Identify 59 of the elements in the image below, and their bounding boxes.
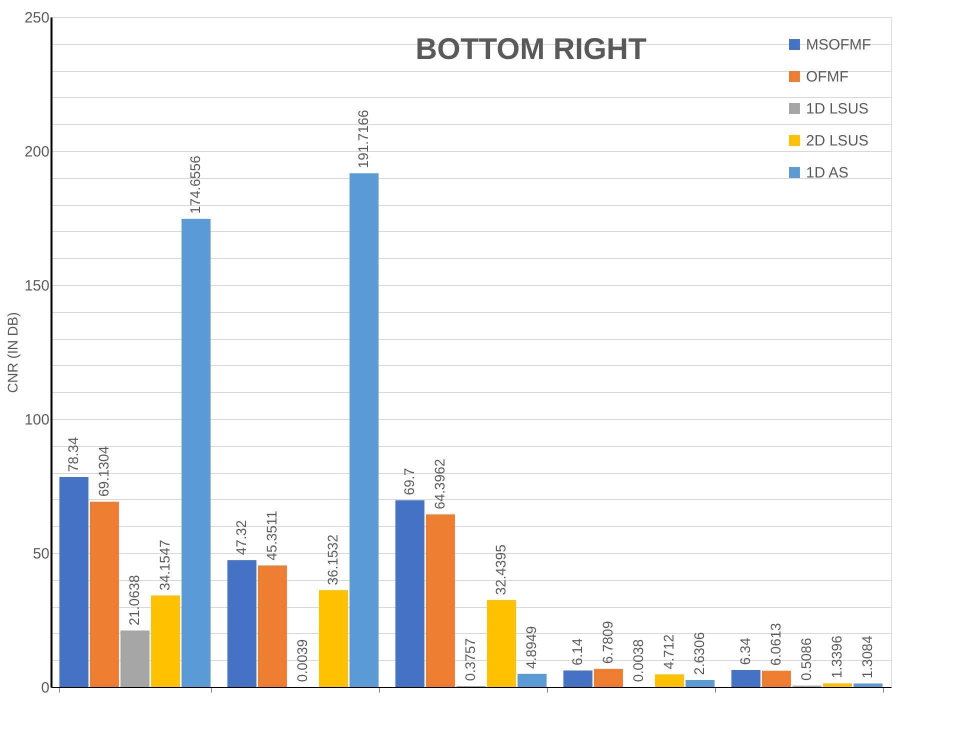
bar [731,670,760,687]
y-tick-label: 200 [24,144,50,160]
legend-label: OFMF [806,68,848,86]
y-tick-label: 0 [41,680,50,696]
data-label: 2.6306 [691,632,708,675]
bar [854,683,883,687]
y-tick-label: 150 [24,278,50,294]
bar [762,670,791,687]
bar [227,560,256,687]
bar [487,600,516,687]
bar [120,630,150,687]
data-label: 4.712 [660,634,677,670]
data-label: 45.3511 [263,510,280,560]
legend-label: MSOFMF [806,36,871,54]
data-label: 69.1304 [95,446,112,497]
data-label: 191.7166 [355,110,372,168]
data-label: 64.3962 [431,458,448,510]
bar [823,683,852,687]
bar [686,680,715,687]
bar [59,477,88,687]
bar [258,565,287,687]
data-label: 0.3757 [462,638,478,681]
data-label: 1.3084 [859,635,876,678]
bar [426,514,455,687]
data-label: 32.4395 [492,544,509,596]
data-label: 36.1532 [324,534,341,586]
data-label: 69.7 [400,468,417,496]
bar [151,595,180,687]
legend-label: 1D AS [806,164,849,182]
data-label: 6.14 [568,638,585,666]
bar [319,590,348,687]
data-label: 0.0039 [294,638,310,682]
data-label: 1.3396 [828,635,845,678]
bar [90,502,119,687]
text: BOTTOM RIGHT [415,33,647,66]
y-tick-label: 100 [24,412,50,428]
bar [350,173,379,687]
data-label: 47.32 [232,520,249,556]
data-label: 174.6556 [187,155,204,214]
data-label: 0.5086 [798,638,814,681]
bar [518,674,547,687]
bar [594,668,623,687]
data-label: 6.7809 [599,620,616,664]
bar [182,218,211,687]
data-label: 21.0638 [126,574,142,626]
data-label: 4.8949 [523,626,540,669]
data-label: 78.34 [64,436,81,472]
legend-label: 1D LSUS [806,100,869,118]
legend-label: 2D LSUS [806,132,869,150]
data-label: 0.0038 [630,638,646,682]
y-axis-title: CNR (IN DB) [4,312,20,393]
data-label: 6.0613 [767,622,784,666]
data-label: 34.1547 [156,540,173,590]
bar [655,674,684,687]
bar [395,500,424,687]
bar [563,670,592,687]
y-tick-label: 250 [24,10,50,26]
y-tick-label: 50 [32,546,50,562]
data-label: 6.34 [736,638,753,666]
